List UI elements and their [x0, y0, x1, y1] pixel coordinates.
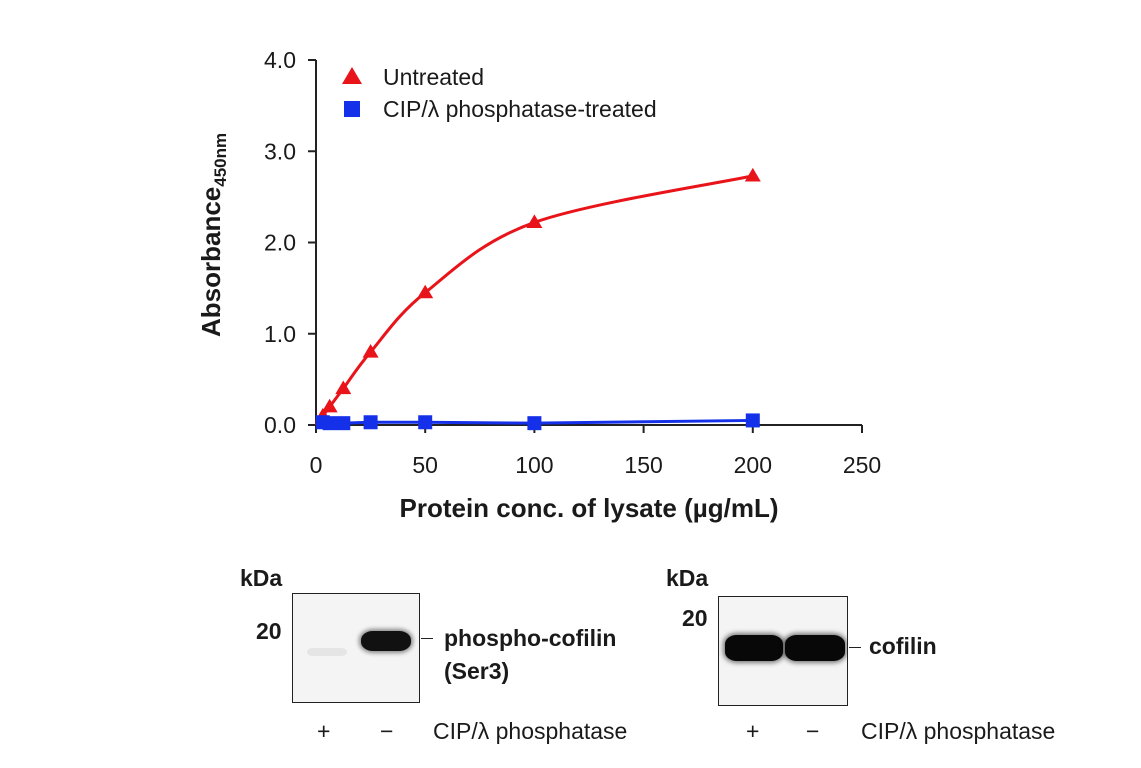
y-tick-label: 2.0 — [264, 230, 296, 256]
legend-treated-marker — [344, 101, 360, 117]
x-tick-label: 150 — [624, 452, 662, 478]
left-blot-panel — [292, 593, 420, 703]
right-blot-lane-plus: + — [746, 718, 760, 744]
left-blot-target-tick — [421, 638, 433, 639]
legend-untreated-marker — [342, 67, 362, 84]
y-tick-label: 1.0 — [264, 321, 296, 347]
treated-data-point — [418, 415, 433, 430]
left-blot-band-lane2 — [361, 631, 411, 651]
treated-data-point — [363, 415, 378, 430]
untreated-data-point — [362, 344, 379, 358]
y-tick-label: 4.0 — [264, 47, 296, 73]
untreated-data-point — [744, 167, 761, 182]
x-tick-label: 200 — [734, 452, 772, 478]
right-blot-band-lane1 — [725, 635, 783, 661]
left-blot-target-label: phospho-cofilin — [444, 625, 617, 651]
absorbance-chart: 0 50 100 150 200 250 0.0 1.0 2.0 3.0 4.0 Protein co… — [196, 47, 881, 523]
x-tick-label: 100 — [515, 452, 553, 478]
untreated-data-point — [417, 284, 434, 299]
left-blot-lane-minus: − — [380, 718, 394, 744]
x-tick-label: 0 — [310, 452, 323, 478]
right-blot-panel — [718, 596, 848, 706]
legend-treated-label: CIP/λ phosphatase-treated — [383, 96, 657, 122]
untreated-data-point — [335, 380, 352, 395]
right-blot-target-tick — [849, 647, 861, 648]
x-tick-label: 250 — [843, 452, 881, 478]
left-blot-band-lane1 — [307, 648, 347, 656]
untreated-data-point — [526, 214, 543, 229]
right-blot-kda-label: kDa — [666, 565, 709, 591]
right-blot-target-label: cofilin — [869, 633, 937, 659]
x-axis-label: Protein conc. of lysate (µg/mL) — [399, 493, 778, 523]
right-blot-band-lane2 — [785, 635, 845, 661]
left-blot-treatment-label: CIP/λ phosphatase — [433, 718, 628, 744]
treated-data-point — [336, 416, 351, 431]
right-blot-treatment-label: CIP/λ phosphatase — [861, 718, 1056, 744]
series-line-untreated — [314, 174, 754, 426]
y-axis-label: Absorbance450nm — [196, 133, 230, 337]
y-tick-label: 3.0 — [264, 138, 296, 164]
left-blot-kda-label: kDa — [240, 565, 283, 591]
left-blot-20kda-marker: 20 — [256, 618, 282, 644]
x-tick-label: 50 — [412, 452, 438, 478]
untreated-data-point — [321, 398, 338, 413]
left-blot-lane-plus: + — [317, 718, 331, 744]
treated-data-point — [527, 416, 542, 431]
right-blot-20kda-marker: 20 — [682, 605, 708, 631]
treated-data-point — [745, 413, 760, 428]
left-blot-target-site: (Ser3) — [444, 658, 510, 684]
treated-data-point — [322, 416, 337, 431]
legend-untreated-label: Untreated — [383, 64, 484, 90]
right-blot-lane-minus: − — [806, 718, 820, 744]
y-tick-label: 0.0 — [264, 412, 296, 438]
